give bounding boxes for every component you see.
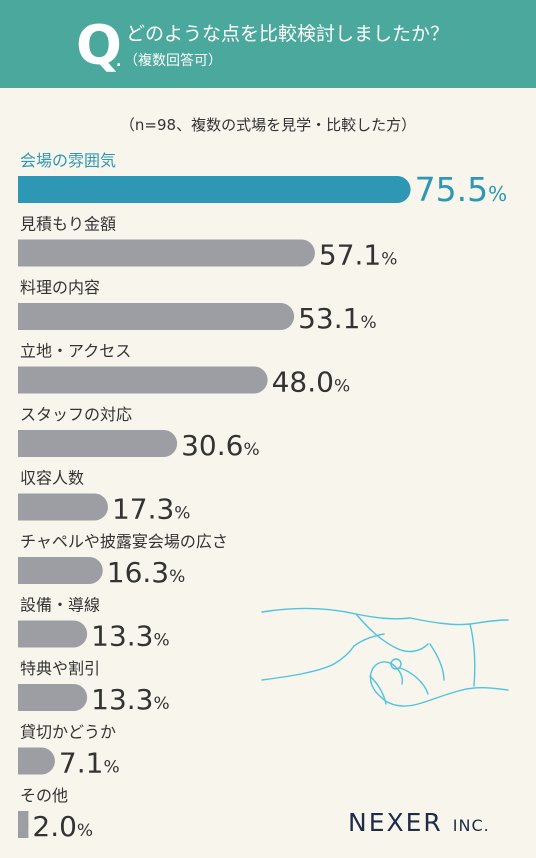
category-label: 設備・導線 [20,596,100,615]
value-label: 57.1% [319,239,398,272]
value-number: 53.1 [298,302,360,335]
value-label: 13.3% [91,683,170,716]
value-number: 16.3 [107,556,169,589]
category-label: その他 [20,786,68,805]
bar-left-cap [18,684,32,711]
category-label: 料理の内容 [20,278,100,297]
bar-left-cap [18,493,32,521]
bars-group: 会場の雰囲気 75.5% 見積もり金額 57.1% 料理の内容 53.1% 立地・アクセス 4… [18,151,507,843]
value-unit: % [154,631,170,651]
bar [18,620,88,648]
value-number: 17.3 [112,493,174,526]
value-number: 48.0 [272,366,334,399]
category-label: 見積もり金額 [20,215,116,234]
category-label: スタッフの対応 [20,405,132,424]
question-header: Q . どのような点を比較検討しましたか？ （複数回答可） [0,0,536,88]
category-label: 会場の雰囲気 [20,151,116,170]
category-label: 立地・アクセス [20,342,131,361]
value-label: 30.6% [181,429,260,462]
category-label: チャペルや披露宴会場の広さ [20,532,228,551]
value-unit: % [154,694,170,714]
value-number: 13.3 [91,683,153,716]
question-mark-letter: Q [76,14,122,77]
bar-left-cap [18,811,29,838]
question-dot: . [116,54,122,70]
bar-left-cap [18,239,32,267]
value-label: 16.3% [107,556,186,589]
value-number: 13.3 [91,620,153,653]
bar-left-cap [18,366,32,394]
bar [18,176,411,203]
value-unit: % [243,440,259,460]
bar [18,493,108,521]
value-unit: % [360,313,376,333]
bar [18,366,268,394]
value-label: 13.3% [91,620,170,653]
bar-left-cap [18,747,32,775]
value-unit: % [103,758,119,778]
value-number: 2.0 [32,810,77,843]
category-label: 貸切かどうか [20,723,116,742]
nexer-logo: NEXER INC. [348,808,490,837]
category-label: 収容人数 [20,469,84,488]
logo-name: NEXER [348,808,443,837]
value-number: 30.6 [181,429,243,462]
bar-left-cap [18,620,32,648]
bar [18,430,178,457]
value-unit: % [334,377,350,397]
value-unit: % [174,504,190,524]
value-label: 17.3% [112,493,190,526]
handshake-illustration [261,607,509,707]
category-label: 特典や割引 [20,659,100,678]
question-subtitle: （複数回答可） [124,53,222,69]
value-number: 75.5 [415,170,488,209]
bar [18,557,103,584]
value-label: 48.0% [272,366,351,399]
value-number: 57.1 [319,239,381,272]
bar [18,684,88,711]
bar-left-cap [18,176,32,203]
value-unit: % [169,567,185,587]
value-unit: % [77,821,93,841]
value-label: 2.0% [32,810,93,843]
value-number: 7.1 [59,747,104,780]
sample-note: （n=98、複数の式場を見学・比較した方） [119,116,417,134]
logo-suffix: INC. [452,816,490,835]
bar-left-cap [18,557,32,584]
value-unit: % [381,250,397,270]
value-unit: % [488,182,507,206]
bar [18,239,315,267]
value-label: 53.1% [298,302,377,335]
bar-left-cap [18,303,32,330]
value-label: 75.5% [415,170,508,209]
value-label: 7.1% [59,747,120,780]
bar [18,303,295,330]
question-title: どのような点を比較検討しましたか？ [126,23,450,45]
bar-left-cap [18,430,32,457]
